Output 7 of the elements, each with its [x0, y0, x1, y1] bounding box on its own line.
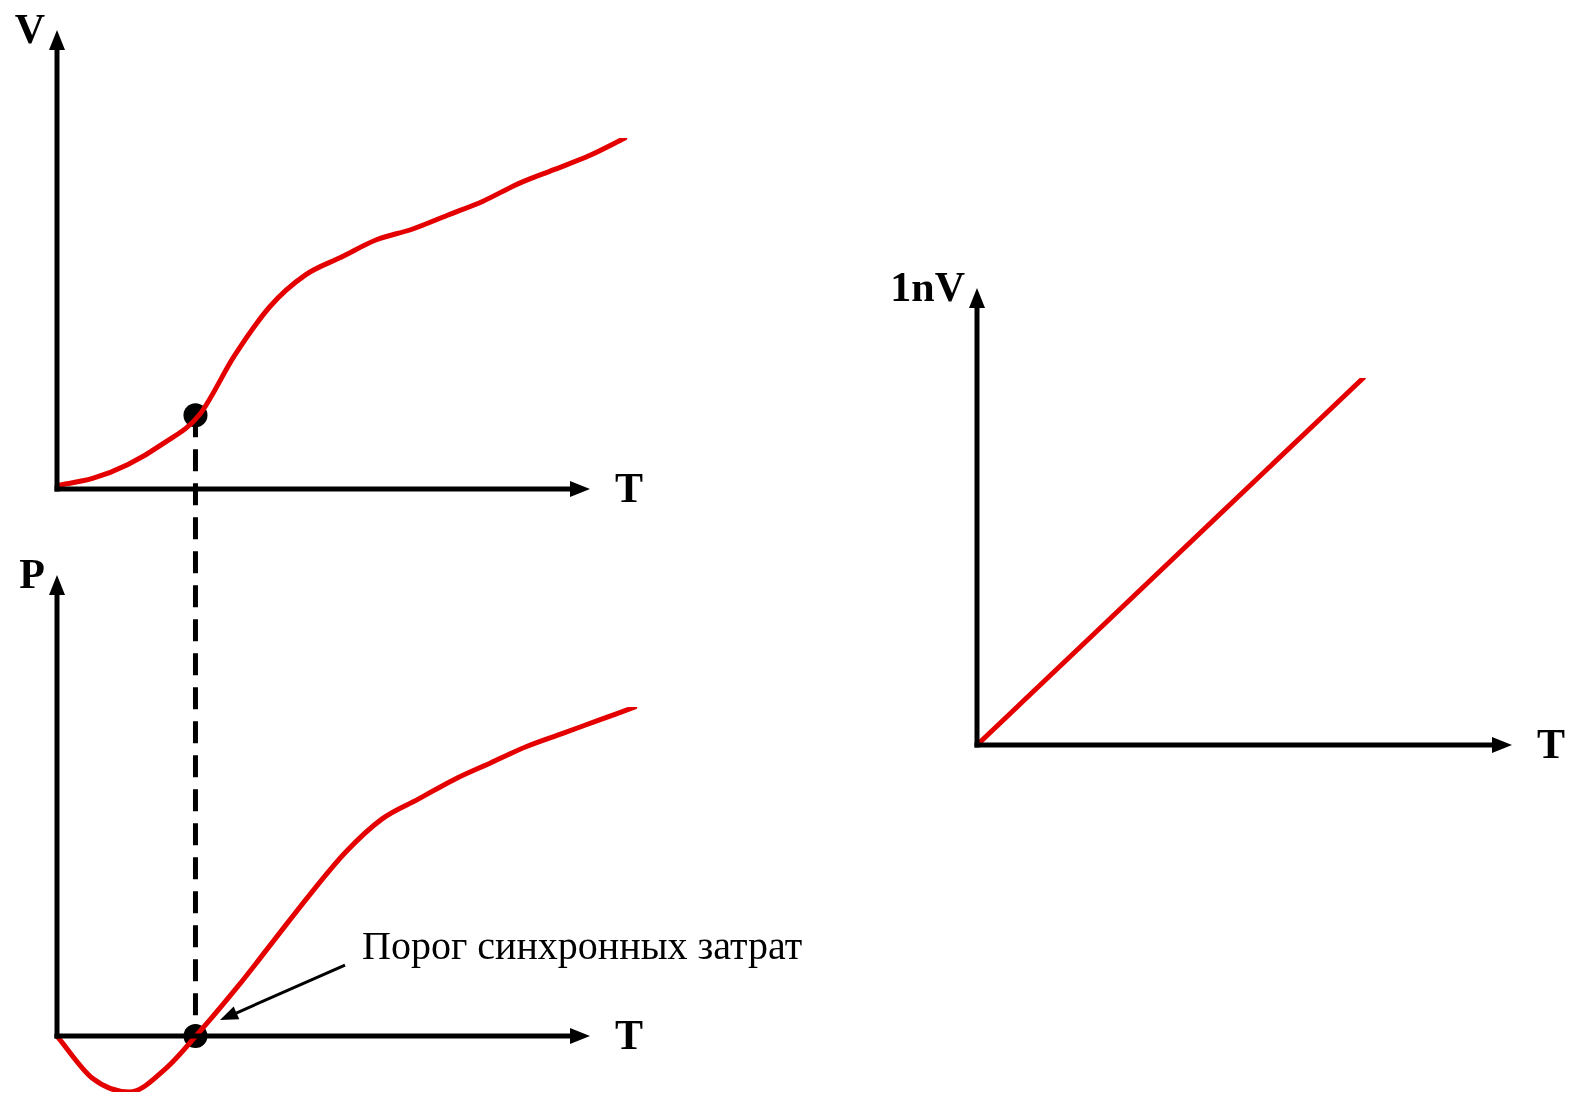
x-axis-title: T — [1537, 720, 1566, 767]
y-axis-title: V — [14, 5, 45, 52]
annotation: Порог синхронных затрат — [362, 922, 803, 968]
x-axis-title: T — [615, 464, 644, 511]
y-axis-title: 1nV — [890, 263, 965, 310]
x-axis-title: T — [615, 1011, 644, 1058]
y-axis-title: P — [19, 550, 45, 597]
